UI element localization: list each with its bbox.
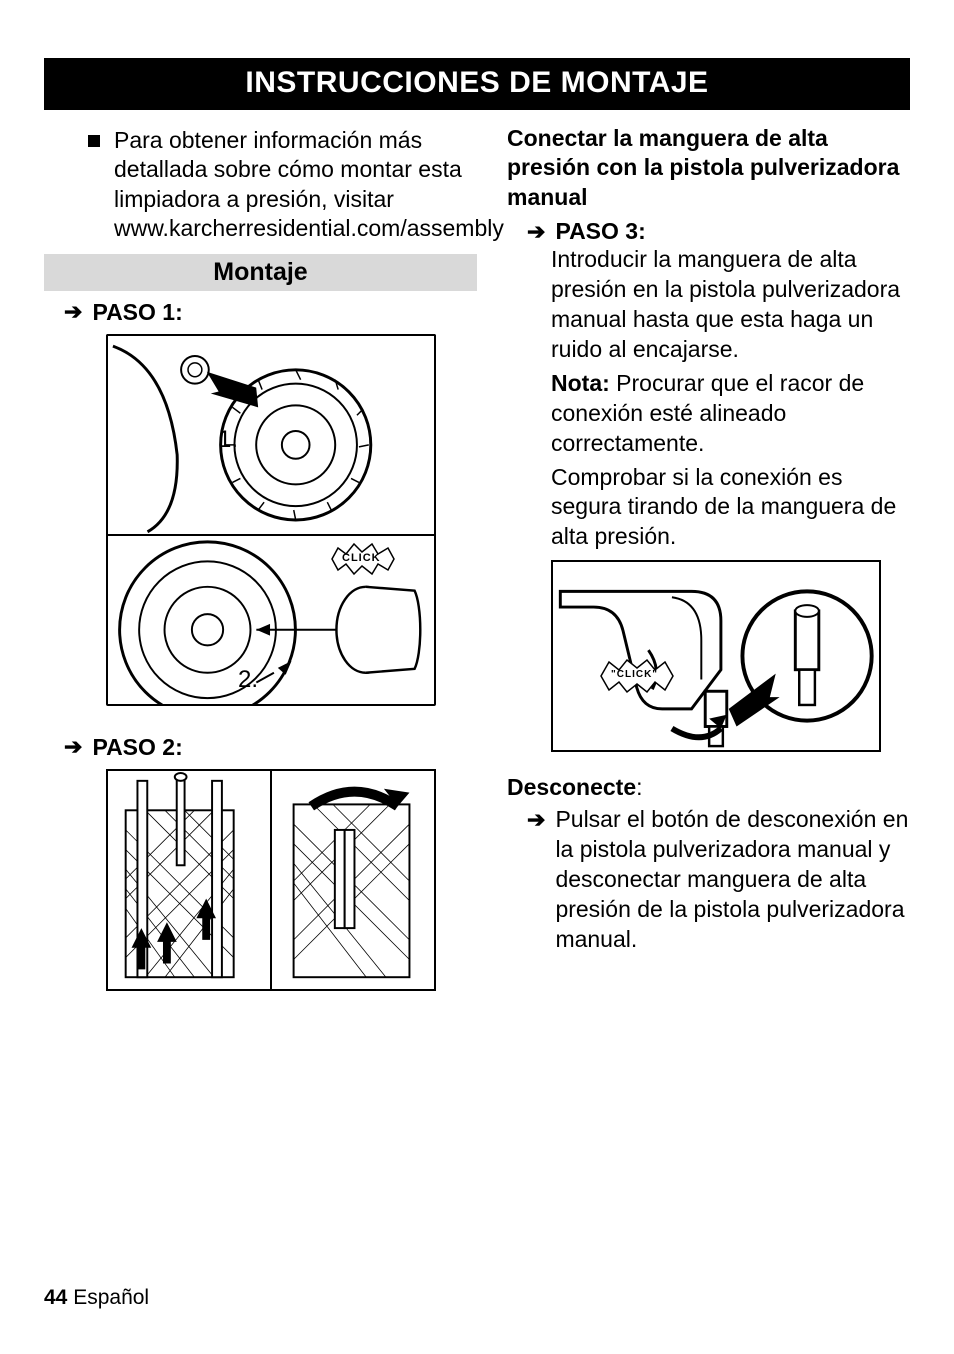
arrow-right-icon: ➔ (527, 219, 545, 245)
figure-step-1-bottom: 2. CLICK (106, 534, 436, 706)
nota-label: Nota: (551, 370, 610, 396)
wheel-attach-illustration (108, 336, 434, 534)
handle-insert-illustration (108, 771, 270, 989)
intro-text: Para obtener información más detallada s… (114, 126, 504, 244)
step-2-row: ➔ PASO 2: (64, 734, 477, 761)
step-3-label: PASO 3: (555, 218, 645, 245)
desconecte-label: Desconecte (507, 774, 636, 800)
step-3-nota: Nota: Procurar que el racor de conexión … (551, 369, 910, 459)
figure-step-3: "CLICK" (551, 560, 881, 752)
arrow-right-icon: ➔ (64, 299, 82, 325)
figure-step-2 (106, 769, 436, 991)
click-burst-icon: CLICK (328, 542, 398, 576)
figure-step-1: 1. (106, 334, 436, 706)
desconecte-row: ➔ Pulsar el botón de desconexión en la p… (507, 805, 910, 954)
figure-label-1: 1. (218, 426, 238, 454)
figure-step-2-right (270, 769, 436, 991)
connect-hose-heading: Conectar la manguera de alta presión con… (507, 124, 910, 212)
step-3-para-2: Comprobar si la conexión es segura tiran… (551, 463, 910, 553)
click-label: "CLICK" (611, 669, 658, 680)
desconecte-colon: : (636, 774, 642, 800)
two-column-layout: Para obtener información más detallada s… (44, 122, 910, 991)
step-1-row: ➔ PASO 1: (64, 299, 477, 326)
intro-bullet-row: Para obtener información más detallada s… (44, 126, 477, 244)
manual-page: INSTRUCCIONES DE MONTAJE Para obtener in… (0, 0, 954, 1354)
arrow-right-icon: ➔ (64, 734, 82, 760)
trigger-gun-connect-illustration (553, 562, 879, 750)
handle-rotate-illustration (272, 771, 434, 989)
click-label: CLICK (342, 552, 381, 564)
subheader-montaje: Montaje (44, 254, 477, 291)
page-footer: 44 Español (44, 1286, 149, 1310)
left-column: Para obtener información más detallada s… (44, 122, 477, 991)
figure-label-2: 2. (238, 666, 258, 694)
click-burst-icon: "CLICK" (597, 658, 677, 694)
arrow-right-icon: ➔ (527, 807, 545, 833)
section-banner: INSTRUCCIONES DE MONTAJE (44, 58, 910, 110)
step-3-para-1: Introducir la manguera de alta presión e… (551, 245, 910, 365)
desconecte-heading: Desconecte: (507, 774, 910, 801)
desconecte-text: Pulsar el botón de desconexión en la pis… (555, 805, 910, 954)
right-column: Conectar la manguera de alta presión con… (507, 122, 910, 991)
step-2-label: PASO 2: (92, 734, 182, 761)
square-bullet-icon (88, 135, 100, 147)
step-3-row: ➔ PASO 3: (507, 218, 910, 245)
step-1-label: PASO 1: (92, 299, 182, 326)
figure-step-2-left (106, 769, 270, 991)
footer-language-text: Español (73, 1286, 149, 1309)
figure-step-1-top: 1. (106, 334, 436, 534)
page-number: 44 (44, 1286, 67, 1309)
